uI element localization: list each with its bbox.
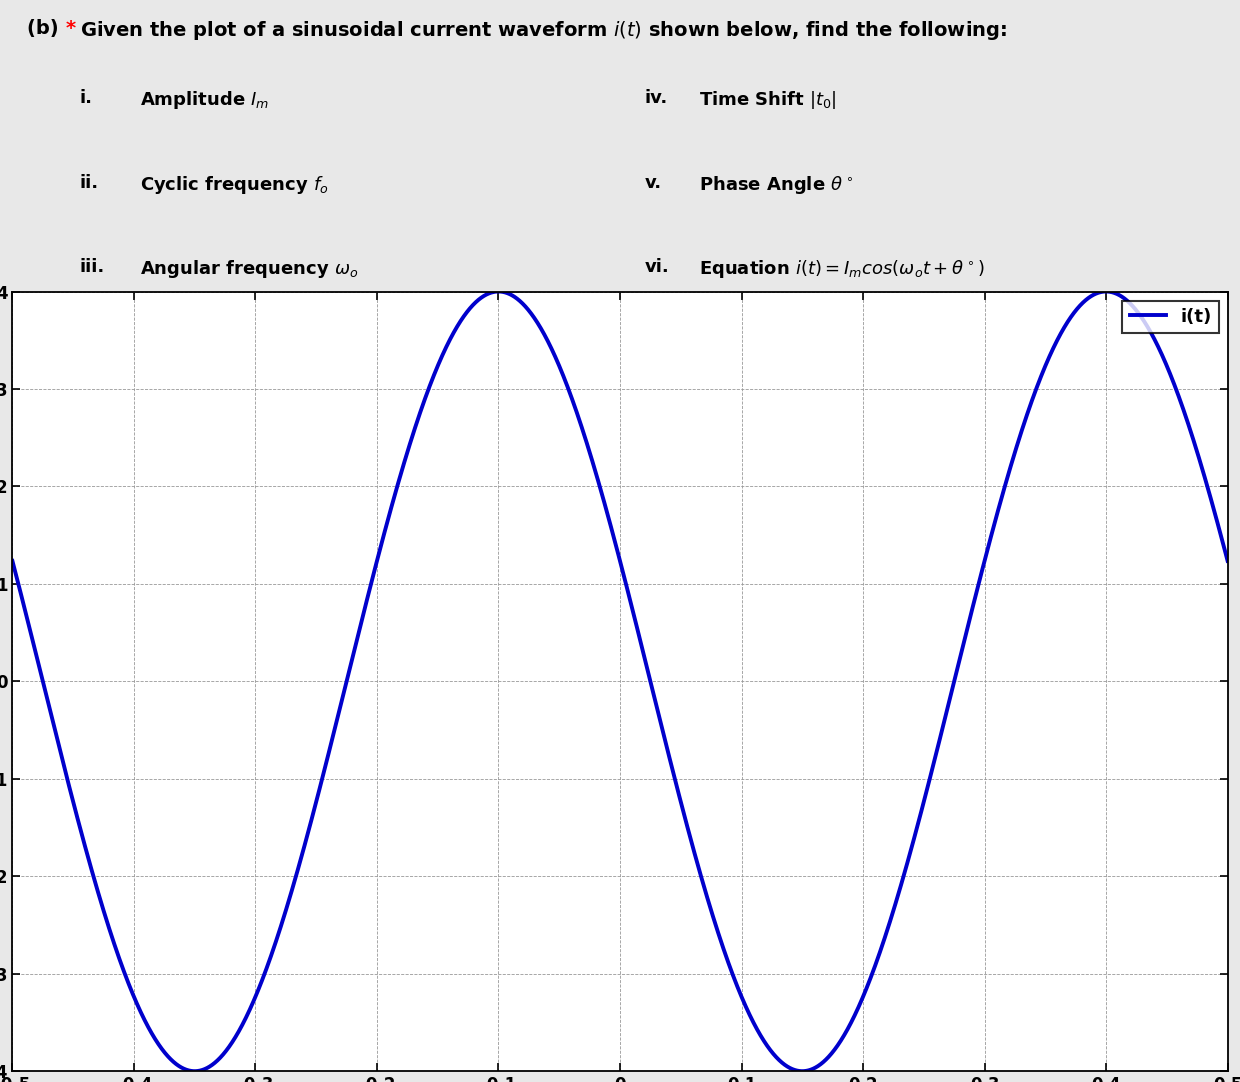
i(t) [906, 834, 921, 847]
Text: Equation $i(t) = I_m cos(\omega_o t + \theta^\circ)$: Equation $i(t) = I_m cos(\omega_o t + \t… [699, 258, 985, 280]
Text: vi.: vi. [645, 258, 670, 276]
Text: Angular frequency $\omega_o$: Angular frequency $\omega_o$ [140, 258, 358, 280]
Legend: i(t): i(t) [1122, 301, 1219, 333]
i(t) [5, 554, 20, 567]
Text: Given the plot of a sinusoidal current waveform $i(t)$ shown below, find the fol: Given the plot of a sinusoidal current w… [81, 19, 1008, 42]
i(t) [187, 1065, 202, 1078]
Text: iv.: iv. [645, 90, 667, 107]
i(t) [777, 1058, 792, 1071]
Text: Amplitude $I_m$: Amplitude $I_m$ [140, 90, 269, 111]
i(t) [1220, 554, 1235, 567]
i(t) [971, 579, 986, 592]
i(t) [445, 328, 460, 341]
Line: i(t): i(t) [12, 291, 1228, 1071]
Text: v.: v. [645, 173, 661, 192]
Text: i.: i. [79, 90, 92, 107]
i(t) [724, 965, 739, 978]
Text: iii.: iii. [79, 258, 104, 276]
i(t) [1099, 285, 1114, 298]
Text: Phase Angle $\theta^\circ$: Phase Angle $\theta^\circ$ [699, 173, 853, 196]
Text: (b): (b) [27, 19, 66, 38]
Text: ii.: ii. [79, 173, 98, 192]
Text: Time Shift $|t_0|$: Time Shift $|t_0|$ [699, 90, 837, 111]
Text: *: * [66, 19, 76, 38]
i(t) [66, 796, 81, 809]
Text: Cyclic frequency $f_o$: Cyclic frequency $f_o$ [140, 173, 329, 196]
